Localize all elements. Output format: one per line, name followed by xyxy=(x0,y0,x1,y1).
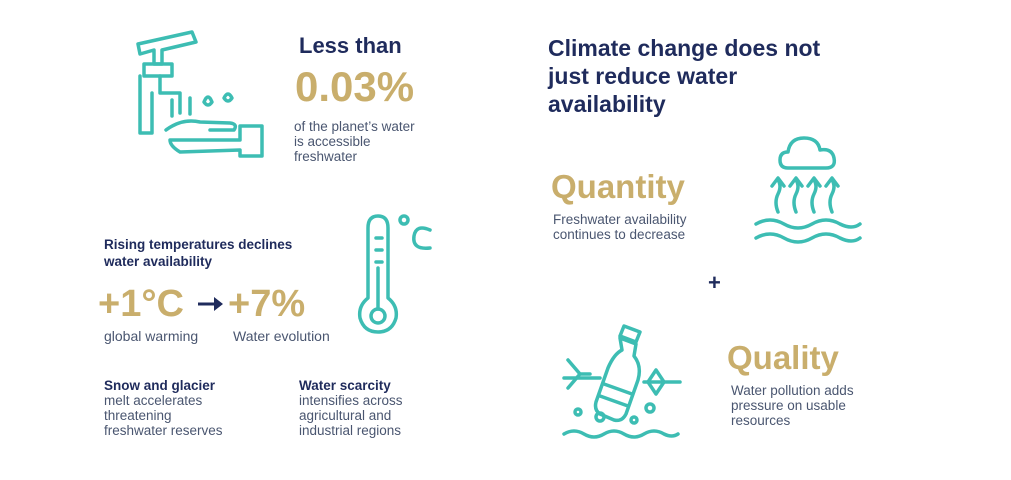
glacier-desc-line: freshwater reserves xyxy=(104,423,223,438)
freshwater-desc-line: is accessible xyxy=(294,134,371,149)
polluted-water-bottle-icon xyxy=(562,324,682,439)
climate-heading-line: availability xyxy=(548,91,666,117)
temperature-from-value: +1°C xyxy=(98,283,184,325)
quality-desc-line: Water pollution adds xyxy=(731,383,854,398)
scarcity-desc-line: intensifies across xyxy=(299,393,403,408)
freshwater-desc-line: of the planet’s water xyxy=(294,119,415,134)
temperature-to-label: Water evolution xyxy=(233,328,330,344)
freshwater-value: 0.03% xyxy=(295,63,415,110)
climate-heading: Climate change does not just reduce wate… xyxy=(548,34,820,118)
scarcity-desc-line: industrial regions xyxy=(299,423,402,438)
scarcity-title: Water scarcity xyxy=(299,378,391,393)
arrow-right-icon xyxy=(198,297,223,311)
evaporation-cloud-icon xyxy=(754,136,862,244)
climate-heading-line: just reduce water xyxy=(548,63,738,89)
climate-heading-line: Climate change does not xyxy=(548,35,821,61)
temperature-title-line: water availability xyxy=(104,254,213,269)
quantity-title: Quantity xyxy=(551,168,685,205)
temperature-to-value: +7% xyxy=(228,283,306,325)
freshwater-title: Less than xyxy=(299,33,402,58)
temperature-from-label: global warming xyxy=(104,328,199,344)
quantity-desc: Freshwater availability continues to dec… xyxy=(553,212,687,242)
temperature-title: Rising temperatures declines water avail… xyxy=(104,236,292,270)
temperature-title-line: Rising temperatures declines xyxy=(104,237,293,252)
thermometer-icon xyxy=(357,214,432,334)
plus-sign: + xyxy=(708,270,721,295)
glacier-desc-line: melt accelerates xyxy=(104,393,203,408)
faucet-hand-icon xyxy=(136,30,264,158)
quantity-desc-line: continues to decrease xyxy=(553,227,686,242)
scarcity-desc-line: agricultural and xyxy=(299,408,392,423)
freshwater-desc: of the planet’s water is accessible fres… xyxy=(294,119,415,164)
quantity-desc-line: Freshwater availability xyxy=(553,212,687,227)
scarcity-block: Water scarcity intensifies across agricu… xyxy=(299,378,403,438)
quality-title: Quality xyxy=(727,339,839,376)
glacier-block: Snow and glacier melt accelerates threat… xyxy=(104,378,223,438)
freshwater-desc-line: freshwater xyxy=(294,149,358,164)
quality-desc: Water pollution adds pressure on usable … xyxy=(731,383,854,428)
glacier-title: Snow and glacier xyxy=(104,378,216,393)
glacier-desc-line: threatening xyxy=(104,408,172,423)
quality-desc-line: resources xyxy=(731,413,791,428)
quality-desc-line: pressure on usable xyxy=(731,398,846,413)
